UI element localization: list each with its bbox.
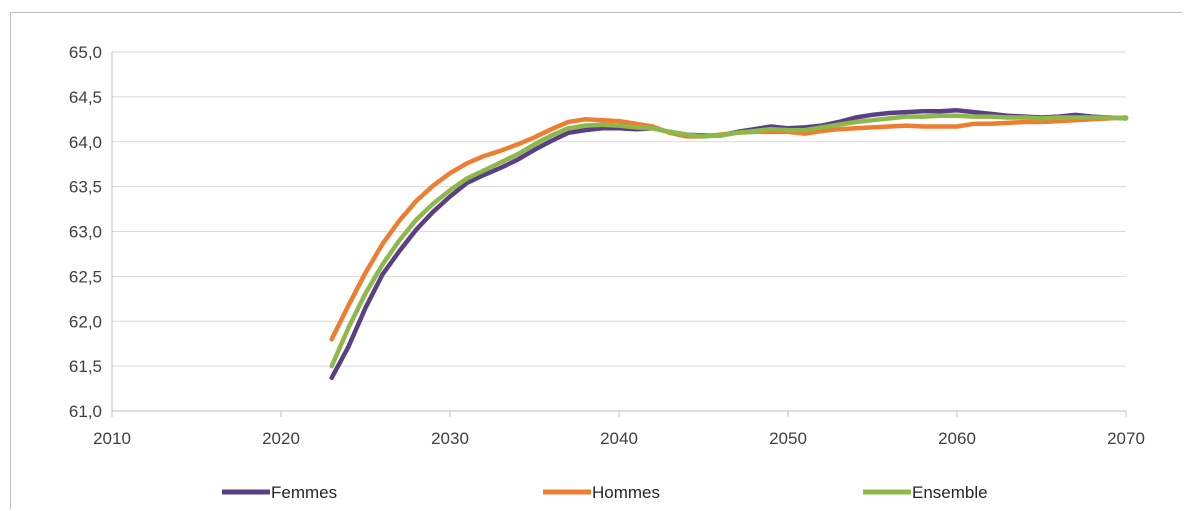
y-tick-label: 65,0 xyxy=(69,43,102,62)
legend-label-hommes: Hommes xyxy=(592,483,660,502)
x-axis-ticks: 2010 2020 2030 2040 2050 2060 2070 xyxy=(93,411,1145,448)
legend-label-ensemble: Ensemble xyxy=(912,483,988,502)
y-tick-label: 63,5 xyxy=(69,178,102,197)
x-tick-label: 2020 xyxy=(262,429,300,448)
legend-label-femmes: Femmes xyxy=(271,483,337,502)
chart-frame xyxy=(10,12,1182,509)
x-tick-label: 2010 xyxy=(93,429,131,448)
y-tick-label: 61,5 xyxy=(69,357,102,376)
series-lines xyxy=(329,108,1129,381)
x-tick-label: 2060 xyxy=(938,429,976,448)
y-axis-ticks: 61,0 61,5 62,0 62,5 63,0 63,5 64,0 64,5 65,0 xyxy=(69,43,102,421)
grid-lines xyxy=(112,51,1126,367)
x-tick-label: 2070 xyxy=(1107,429,1145,448)
y-tick-label: 64,5 xyxy=(69,88,102,107)
y-tick-label: 63,0 xyxy=(69,223,102,242)
y-tick-label: 62,0 xyxy=(69,312,102,331)
series-line-ensemble xyxy=(329,113,1129,369)
series-line-hommes xyxy=(329,115,1129,342)
x-tick-label: 2040 xyxy=(600,429,638,448)
x-tick-label: 2030 xyxy=(431,429,469,448)
series-line-femmes xyxy=(329,108,1129,381)
x-tick-label: 2050 xyxy=(769,429,807,448)
legend: Femmes Hommes Ensemble xyxy=(222,483,988,502)
y-tick-label: 61,0 xyxy=(69,402,102,421)
y-tick-label: 62,5 xyxy=(69,267,102,286)
y-tick-label: 64,0 xyxy=(69,133,102,152)
